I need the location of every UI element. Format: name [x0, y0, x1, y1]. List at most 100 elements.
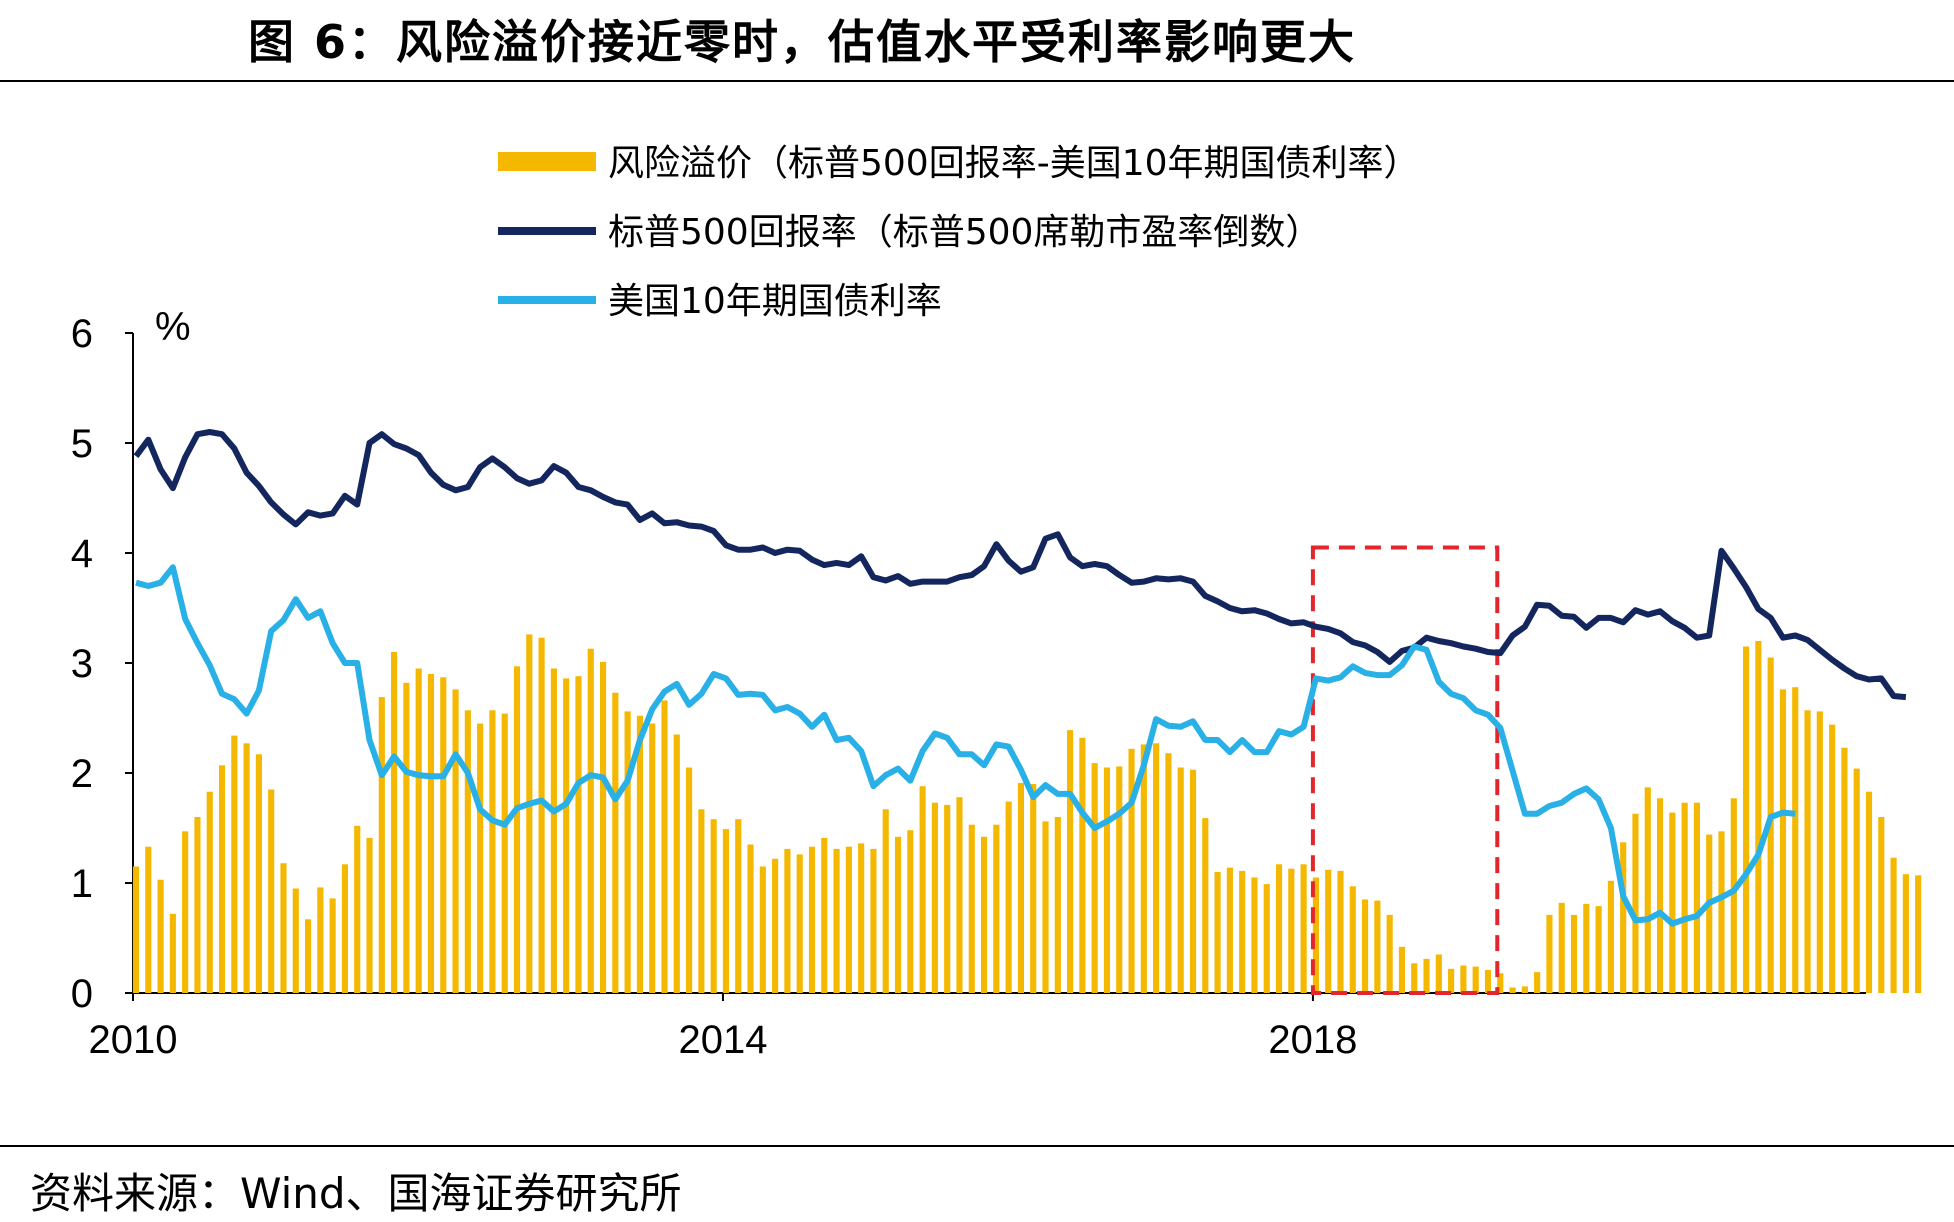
x-tick-label: 2018	[1268, 1018, 1357, 1062]
premium-bar	[1853, 768, 1860, 993]
premium-bar	[1116, 766, 1123, 993]
top-divider	[0, 80, 1954, 82]
premium-bar	[772, 858, 779, 993]
premium-bar	[1865, 791, 1873, 993]
premium-bar	[1484, 969, 1492, 993]
premium-bar	[919, 786, 926, 993]
premium-bar	[1448, 968, 1455, 993]
premium-bar	[1153, 743, 1160, 993]
premium-bar	[1804, 710, 1811, 993]
legend: 风险溢价（标普500回报率-美国10年期国债利率） 标普500回报率（标普500…	[498, 143, 1420, 322]
premium-bar	[1177, 767, 1184, 993]
premium-bar	[1140, 744, 1147, 993]
premium-bar	[194, 817, 201, 993]
premium-bar	[1067, 730, 1074, 993]
premium-bar	[526, 634, 533, 993]
premium-bar	[1054, 817, 1061, 993]
premium-bar	[1362, 899, 1369, 993]
premium-bar	[440, 677, 447, 993]
premium-bar	[1779, 689, 1787, 993]
legend-label-ust: 美国10年期国债利率	[608, 281, 942, 322]
premium-bar	[894, 836, 902, 993]
premium-bar	[1644, 787, 1651, 993]
bottom-divider	[0, 1145, 1954, 1147]
premium-bar	[231, 735, 238, 993]
premium-bar	[464, 710, 471, 993]
premium-bar	[1497, 973, 1504, 993]
premium-bar	[931, 802, 938, 993]
premium-bar	[1042, 821, 1049, 993]
premium-bar	[354, 825, 361, 993]
premium-bar	[1816, 711, 1823, 993]
x-tick-label: 2014	[678, 1018, 767, 1062]
premium-bar	[1202, 818, 1209, 993]
premium-bar	[132, 866, 140, 993]
premium-bar	[1005, 801, 1012, 993]
premium-bar	[821, 837, 828, 993]
y-tick-label: 4	[71, 532, 93, 576]
premium-bar	[759, 866, 766, 993]
premium-bar	[1669, 812, 1676, 993]
premium-bar	[1017, 782, 1025, 993]
premium-bar	[956, 797, 963, 993]
premium-bar	[1620, 842, 1627, 993]
premium-bar	[1300, 864, 1307, 993]
premium-bar	[1534, 972, 1541, 993]
premium-bar	[329, 898, 336, 993]
premium-bar	[1583, 903, 1590, 993]
premium-bar	[1079, 737, 1086, 993]
premium-bar	[1792, 687, 1799, 993]
premium-bar	[993, 824, 1000, 993]
premium-bar	[882, 809, 889, 993]
premium-bar	[808, 846, 816, 993]
premium-bar	[550, 668, 557, 993]
premium-bar	[403, 682, 410, 993]
premium-bar	[735, 819, 742, 993]
premium-bar	[1902, 874, 1909, 993]
premium-bar	[1915, 875, 1922, 993]
premium-bar	[268, 789, 275, 993]
premium-bar	[599, 661, 607, 993]
premium-bar	[1472, 966, 1479, 993]
premium-bar	[686, 767, 693, 993]
premium-bar	[1337, 870, 1344, 993]
premium-bar	[1558, 902, 1565, 993]
x-tick-label: 2010	[89, 1018, 178, 1062]
premium-bar	[255, 754, 262, 993]
premium-bar	[624, 711, 631, 993]
premium-bar	[1730, 798, 1737, 993]
premium-bar	[538, 637, 545, 993]
premium-bar	[1570, 914, 1578, 993]
premium-bar	[477, 723, 484, 993]
premium-bar	[1521, 986, 1528, 993]
premium-bar	[1841, 747, 1848, 993]
premium-bar	[1595, 906, 1602, 993]
premium-bar	[1743, 646, 1750, 993]
premium-bar	[1263, 884, 1270, 993]
premium-bar	[1435, 954, 1442, 993]
premium-bar	[1411, 963, 1418, 993]
premium-bar	[722, 829, 730, 993]
y-axis: 0 1 2 3 4 5 6	[71, 312, 134, 1016]
premium-bar	[378, 697, 385, 993]
premium-bar	[501, 713, 508, 993]
y-tick-label: 6	[71, 312, 93, 356]
premium-bar	[145, 846, 152, 993]
premium-bar	[587, 648, 594, 993]
source-note: 资料来源：Wind、国海证券研究所	[30, 1169, 682, 1218]
premium-bar	[1386, 914, 1393, 993]
premium-bar	[563, 678, 570, 993]
premium-bar	[1423, 958, 1430, 993]
premium-bar	[280, 863, 287, 993]
y-tick-label: 1	[71, 862, 93, 906]
premium-bar	[489, 710, 496, 993]
premium-bar	[710, 819, 717, 993]
premium-bar	[1103, 767, 1111, 993]
premium-bar	[980, 836, 988, 993]
premium-bar	[698, 809, 705, 993]
premium-bar	[341, 864, 349, 993]
premium-bar	[612, 692, 619, 993]
premium-bar	[1681, 802, 1688, 993]
y-tick-label: 5	[71, 422, 93, 466]
premium-bar	[513, 666, 521, 993]
